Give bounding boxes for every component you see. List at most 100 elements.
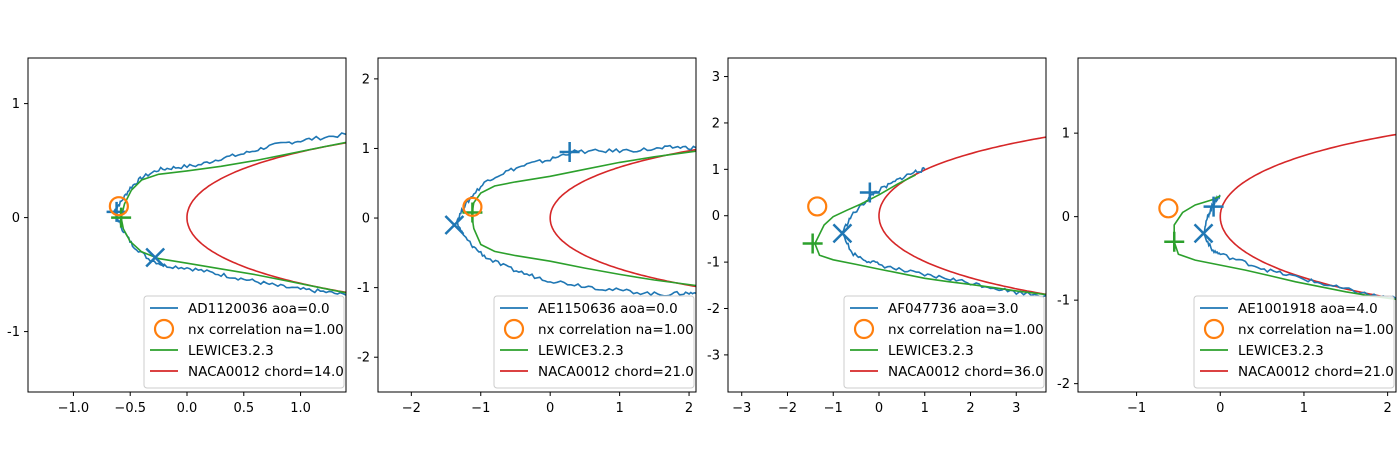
experiment-lower-line xyxy=(113,210,346,296)
legend-entry-label: AD1120036 aoa=0.0 xyxy=(188,301,330,317)
legend: AE1150636 aoa=0.0 nx correlation na=1.00 L… xyxy=(493,295,695,389)
legend-box xyxy=(1193,295,1395,389)
legend-entry-label: LEWICE3.2.3 xyxy=(188,343,274,359)
experiment-upper-line xyxy=(455,144,696,224)
y-tick-label: -1 xyxy=(707,256,720,271)
legend-entry-label: nx correlation na=1.00 xyxy=(888,322,1044,338)
y-tick-label: 0 xyxy=(362,212,370,227)
legend: AF047736 aoa=3.0 nx correlation na=1.00 LE… xyxy=(843,295,1045,389)
legend: AD1120036 aoa=0.0 nx correlation na=1.00 L… xyxy=(143,295,345,389)
legend-entry-label: NACA0012 chord=36.0 xyxy=(888,364,1044,380)
experiment-lower-line xyxy=(456,220,696,297)
legend-entry-label: NACA0012 chord=21.0 xyxy=(1238,364,1394,380)
y-tick-label: -2 xyxy=(357,351,370,366)
legend-circle-marker xyxy=(503,318,525,340)
x-tick-label: 2 xyxy=(685,401,693,416)
experiment-lower-line xyxy=(1202,233,1396,300)
legend-box xyxy=(143,295,345,389)
experiment-x-marker xyxy=(832,223,853,244)
experiment-plus-marker xyxy=(1203,196,1224,217)
x-tick-label: 0 xyxy=(1216,401,1224,416)
lewice-upper-line xyxy=(814,174,916,244)
x-tick-label: 1 xyxy=(1300,401,1308,416)
x-tick-label: 1 xyxy=(615,401,623,416)
plot-area xyxy=(106,132,346,296)
chart-panel-1: −1.0 −0.5 0.0 0.5 1.0 1 0 -1 AD1120036 aoa=0.0 nx… xyxy=(7,57,347,416)
legend-entry-label: AF047736 aoa=3.0 xyxy=(888,301,1018,317)
x-tick-label: −1 xyxy=(824,401,843,416)
y-tick-label: 1 xyxy=(712,163,720,178)
y-tick-label: -1 xyxy=(1057,294,1070,309)
legend-entry-label: nx correlation na=1.00 xyxy=(188,322,344,338)
y-tick-label: -2 xyxy=(707,302,720,317)
y-tick-label: -1 xyxy=(357,281,370,296)
chart-panel-2: −2 −1 0 1 2 2 1 0 -1 -2 AE1150636 aoa=0.0 nx correl… xyxy=(357,57,697,416)
y-tick-label: 0 xyxy=(712,209,720,224)
axes-frame xyxy=(727,57,1047,393)
legend-entry-label: LEWICE3.2.3 xyxy=(1238,343,1324,359)
nx-correlation-circle-marker xyxy=(1158,198,1179,219)
lewice-upper-line xyxy=(120,141,346,218)
y-tick-label: 2 xyxy=(712,116,720,131)
y-tick-label: 1 xyxy=(12,97,20,112)
y-tick-label: 2 xyxy=(362,72,370,87)
legend-entry-label: LEWICE3.2.3 xyxy=(538,343,624,359)
nx-correlation-circle-marker xyxy=(807,196,828,217)
legend-circle-marker xyxy=(1203,318,1225,340)
experiment-upper-line xyxy=(1202,194,1221,236)
y-tick-label: 0 xyxy=(12,211,20,226)
x-tick-label: −1.0 xyxy=(58,401,90,416)
x-tick-label: 0.5 xyxy=(233,401,254,416)
x-tick-label: 0 xyxy=(546,401,554,416)
x-tick-label: −1 xyxy=(1127,401,1146,416)
x-tick-label: 0 xyxy=(875,401,883,416)
legend-circle-marker xyxy=(853,318,875,340)
lewice-lower-line xyxy=(814,243,1046,296)
lewice-lower-line xyxy=(470,214,696,287)
lewice-lower-line xyxy=(120,217,346,294)
legend-entry-label: LEWICE3.2.3 xyxy=(888,343,974,359)
x-tick-label: 1.0 xyxy=(290,401,311,416)
naca-airfoil-line xyxy=(1219,133,1396,300)
x-tick-label: −3 xyxy=(732,401,751,416)
naca-airfoil-line xyxy=(186,142,346,294)
experiment-x-marker xyxy=(1193,223,1214,244)
legend-circle-marker xyxy=(153,318,175,340)
experiment-upper-line xyxy=(841,166,926,233)
naca-airfoil-line xyxy=(549,148,696,288)
x-tick-label: 3 xyxy=(1012,401,1020,416)
lewice-plus-marker xyxy=(1164,231,1185,252)
x-tick-label: 1 xyxy=(921,401,929,416)
y-tick-label: 3 xyxy=(712,70,720,85)
chart-panel-4: −1 0 1 2 1 0 -1 -2 AE1001918 aoa=4.0 nx correlati… xyxy=(1057,57,1397,416)
lewice-plus-marker xyxy=(802,233,823,254)
naca-airfoil-line xyxy=(878,136,1046,296)
axes-frame xyxy=(377,57,697,393)
chart-panel-3: −3 −2 −1 0 1 2 3 3 2 1 0 -1 -2 -3 AF047736 aoa=3.0 nx c… xyxy=(707,57,1047,416)
nx-correlation-circle-marker xyxy=(108,196,129,217)
experiment-lower-line xyxy=(841,231,1046,298)
legend-entry-label: NACA0012 chord=14.0 xyxy=(188,364,344,380)
experiment-upper-line xyxy=(113,132,346,212)
y-tick-label: 0 xyxy=(1062,210,1070,225)
legend-entry-label: nx correlation na=1.00 xyxy=(1238,322,1394,338)
legend-entry-label: AE1001918 aoa=4.0 xyxy=(1238,301,1378,317)
experiment-plus-marker xyxy=(559,141,580,162)
x-tick-label: −2 xyxy=(778,401,797,416)
lewice-lower-line xyxy=(1173,241,1396,301)
y-tick-label: -3 xyxy=(707,348,720,363)
x-tick-label: −2 xyxy=(402,401,421,416)
x-tick-label: −0.5 xyxy=(114,401,146,416)
lewice-plus-marker xyxy=(111,207,132,228)
legend: AE1001918 aoa=4.0 nx correlation na=1.00 L… xyxy=(1193,295,1395,389)
legend-entry-label: AE1150636 aoa=0.0 xyxy=(538,301,678,317)
legend-entry-label: NACA0012 chord=21.0 xyxy=(538,364,694,380)
plot-area xyxy=(444,141,696,297)
experiment-x-marker xyxy=(444,215,465,235)
lewice-upper-line xyxy=(470,150,696,215)
experiment-plus-marker xyxy=(859,182,880,203)
axes-frame xyxy=(1077,57,1397,393)
plot-area xyxy=(802,136,1046,298)
experiment-x-marker xyxy=(145,247,166,268)
